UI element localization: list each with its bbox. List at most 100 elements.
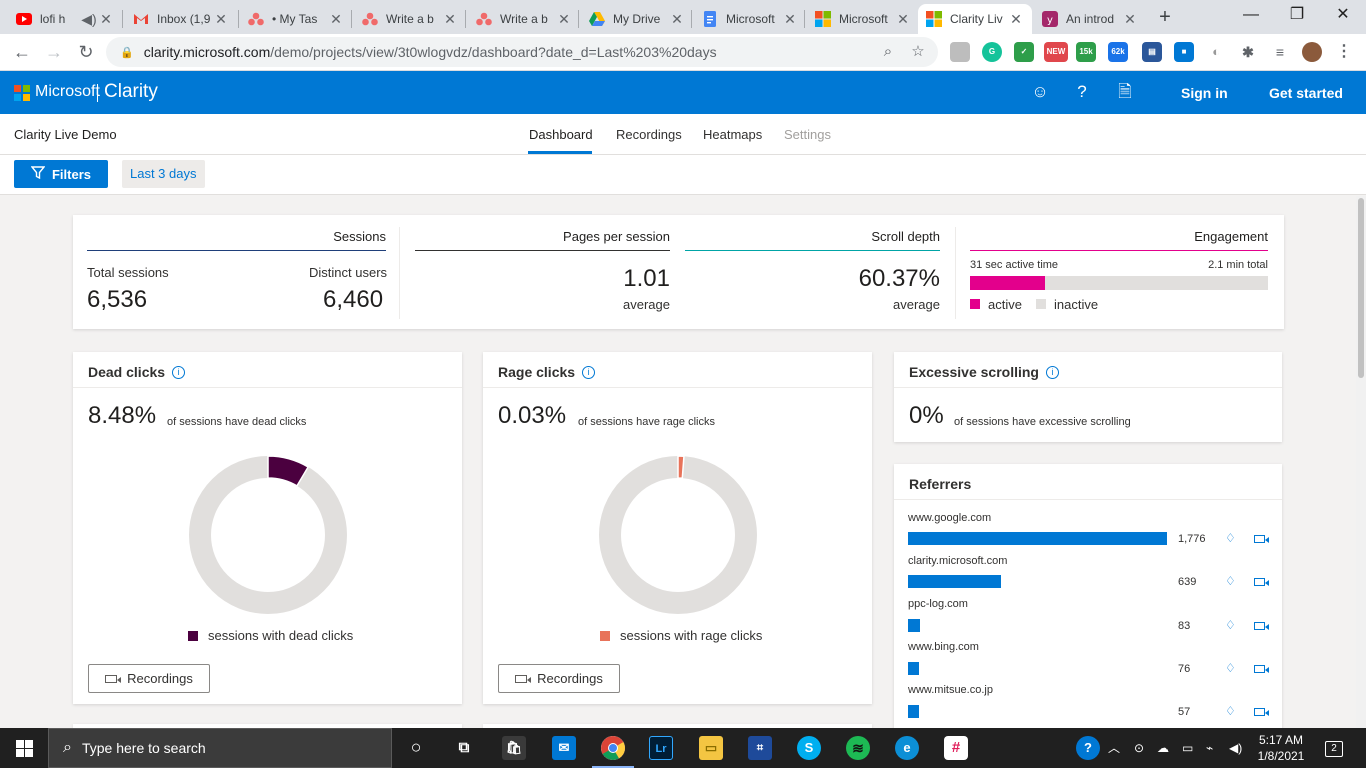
taskbar-clock[interactable]: 5:17 AM 1/8/2021: [1254, 732, 1308, 764]
info-icon[interactable]: i: [582, 365, 596, 379]
restore-icon[interactable]: ❐: [1289, 6, 1305, 23]
tray-onedrive-icon[interactable]: ☁: [1157, 741, 1169, 755]
tray-battery-icon[interactable]: ▭: [1182, 741, 1194, 755]
cast-icon[interactable]: [950, 42, 970, 62]
browser-tab[interactable]: Write a b ✕: [468, 4, 580, 34]
browser-tab[interactable]: Inbox (1,9 ✕: [125, 4, 237, 34]
close-tab-icon[interactable]: ✕: [1124, 10, 1136, 27]
app-blue-icon[interactable]: ⌗: [748, 736, 772, 760]
dead-clicks-recordings-button[interactable]: Recordings: [88, 664, 210, 693]
browser-tab[interactable]: My Drive ✕: [581, 4, 693, 34]
forward-icon[interactable]: →: [45, 42, 63, 62]
address-bar[interactable]: 🔒 clarity.microsoft.com/demo/projects/vi…: [106, 37, 938, 67]
close-window-icon[interactable]: ✕: [1336, 6, 1350, 23]
new-tab-icon[interactable]: +: [1159, 6, 1171, 28]
notifications-icon[interactable]: 2: [1322, 728, 1346, 768]
browser-tab[interactable]: • My Tas ✕: [240, 4, 352, 34]
bookmark-star-icon[interactable]: ☆: [911, 43, 925, 60]
browser-tab-active[interactable]: Clarity Liv ✕: [918, 4, 1032, 34]
mail-icon[interactable]: ✉: [552, 736, 576, 760]
spotify-icon[interactable]: ≋: [846, 736, 870, 760]
close-tab-icon[interactable]: ✕: [100, 10, 112, 27]
zoom-icon[interactable]: ⌕: [883, 43, 893, 60]
slack-icon[interactable]: #: [944, 736, 968, 760]
referrer-domain[interactable]: www.bing.com: [908, 641, 979, 653]
close-tab-icon[interactable]: ✕: [897, 10, 909, 27]
heatmap-flame-icon[interactable]: ♢: [1225, 618, 1236, 632]
recording-camera-icon[interactable]: [1254, 665, 1269, 673]
back-icon[interactable]: ←: [13, 42, 31, 62]
tab-recordings[interactable]: Recordings: [616, 127, 682, 142]
close-tab-icon[interactable]: ✕: [784, 10, 796, 27]
ext-62k-icon[interactable]: 62k: [1108, 42, 1128, 62]
ext-new-icon[interactable]: NEW: [1044, 42, 1068, 62]
browser-tab[interactable]: lofi h ◀) ✕: [8, 4, 122, 34]
browser-tab[interactable]: Write a b ✕: [354, 4, 466, 34]
file-explorer-icon[interactable]: ▭: [699, 736, 723, 760]
tab-settings[interactable]: Settings: [784, 127, 831, 142]
profile-avatar[interactable]: [1302, 42, 1322, 62]
reading-list-icon[interactable]: ≡: [1270, 42, 1290, 62]
browser-tab[interactable]: Microsoft ✕: [807, 4, 919, 34]
browser-menu-icon[interactable]: ⋮: [1334, 42, 1354, 62]
brand-clarity[interactable]: Clarity: [104, 81, 158, 102]
windows-start-icon[interactable]: [0, 728, 48, 768]
taskbar-search[interactable]: ⌕ Type here to search: [48, 728, 392, 768]
minimize-icon[interactable]: —: [1243, 6, 1259, 23]
help-tray-icon[interactable]: ?: [1076, 736, 1100, 760]
extensions-puzzle-icon[interactable]: ✱: [1238, 42, 1258, 62]
close-tab-icon[interactable]: ✕: [1010, 10, 1022, 27]
referrer-domain[interactable]: www.google.com: [908, 512, 992, 524]
skype-icon[interactable]: S: [797, 736, 821, 760]
heatmap-flame-icon[interactable]: ♢: [1225, 704, 1236, 718]
info-icon[interactable]: i: [172, 365, 186, 379]
edge-icon[interactable]: e: [895, 736, 919, 760]
help-icon[interactable]: ?: [1077, 82, 1087, 101]
ext-blue-icon[interactable]: ■: [1174, 42, 1194, 62]
feedback-smiley-icon[interactable]: ☺: [1031, 82, 1049, 101]
docs-icon[interactable]: 🗎: [1118, 82, 1132, 101]
browser-tab[interactable]: y An introd ✕: [1034, 4, 1146, 34]
recording-camera-icon[interactable]: [1254, 622, 1269, 630]
heatmap-flame-icon[interactable]: ♢: [1225, 661, 1236, 675]
scrollbar-thumb[interactable]: [1358, 198, 1364, 378]
audio-icon[interactable]: ◀): [81, 10, 97, 27]
close-tab-icon[interactable]: ✕: [558, 10, 570, 27]
tab-dashboard[interactable]: Dashboard: [529, 127, 593, 142]
close-tab-icon[interactable]: ✕: [671, 10, 683, 27]
referrer-domain[interactable]: ppc-log.com: [908, 598, 968, 610]
lightroom-icon[interactable]: Lr: [649, 736, 673, 760]
task-view-icon[interactable]: ⧉: [458, 739, 470, 756]
recording-camera-icon[interactable]: [1254, 535, 1269, 543]
ext-check-icon[interactable]: ✓: [1014, 42, 1034, 62]
info-icon[interactable]: i: [1045, 365, 1059, 379]
date-range-button[interactable]: Last 3 days: [122, 160, 205, 188]
filters-button[interactable]: Filters: [14, 160, 108, 188]
page-scrollbar[interactable]: [1356, 196, 1366, 728]
referrer-domain[interactable]: www.mitsue.co.jp: [908, 684, 993, 696]
heatmap-flame-icon[interactable]: ♢: [1225, 531, 1236, 545]
tray-meet-icon[interactable]: ⊙: [1134, 741, 1145, 755]
ext-reader-icon[interactable]: ▤: [1142, 42, 1162, 62]
chrome-icon[interactable]: [601, 736, 625, 760]
close-tab-icon[interactable]: ✕: [215, 10, 227, 27]
heatmap-flame-icon[interactable]: ♢: [1225, 574, 1236, 588]
ext-gray-icon[interactable]: ◐: [1206, 42, 1226, 62]
close-tab-icon[interactable]: ✕: [330, 10, 342, 27]
rage-clicks-recordings-button[interactable]: Recordings: [498, 664, 620, 693]
cortana-icon[interactable]: ○: [410, 737, 422, 757]
store-icon[interactable]: 🛍: [502, 736, 526, 760]
get-started-button[interactable]: Get started: [1269, 85, 1343, 101]
tray-chevron-icon[interactable]: ︿: [1108, 741, 1121, 755]
sign-in-button[interactable]: Sign in: [1181, 85, 1228, 101]
close-tab-icon[interactable]: ✕: [444, 10, 456, 27]
browser-tab[interactable]: Microsoft ✕: [694, 4, 806, 34]
grammarly-icon[interactable]: G: [982, 42, 1002, 62]
recording-camera-icon[interactable]: [1254, 708, 1269, 716]
reload-icon[interactable]: ↻: [78, 42, 94, 62]
tab-heatmaps[interactable]: Heatmaps: [703, 127, 763, 142]
ext-15k-icon[interactable]: 15k: [1076, 42, 1096, 62]
referrer-domain[interactable]: clarity.microsoft.com: [908, 555, 1008, 567]
recording-camera-icon[interactable]: [1254, 578, 1269, 586]
tray-network-icon[interactable]: ⌁: [1206, 741, 1214, 755]
